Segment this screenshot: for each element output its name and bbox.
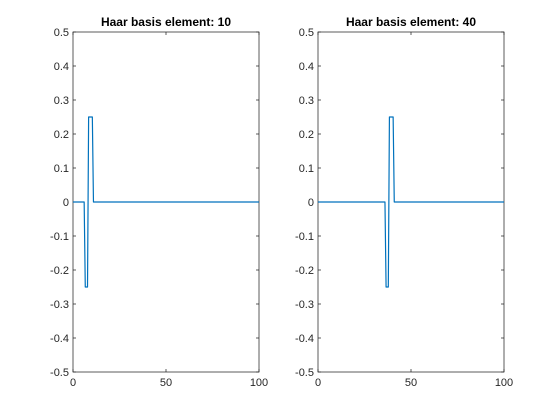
plot-title: Haar basis element: 10 <box>101 15 231 29</box>
y-tick-label: 0.4 <box>54 61 69 73</box>
y-tick-label: -0.3 <box>295 299 314 311</box>
x-tick-label: 0 <box>70 377 76 389</box>
y-tick-label: 0.4 <box>299 61 314 73</box>
y-tick-label: 0.2 <box>299 129 314 141</box>
y-tick-label: -0.1 <box>295 231 314 243</box>
series-line <box>318 116 504 288</box>
y-tick-label: -0.2 <box>295 265 314 277</box>
y-tick-label: -0.2 <box>50 265 69 277</box>
y-tick-label: -0.4 <box>295 333 314 345</box>
y-tick-label: -0.3 <box>50 299 69 311</box>
subplot-left: Haar basis element: 10 -0.5 -0.4 -0.3 -0.2 -… <box>50 15 268 389</box>
y-tick-label: 0.5 <box>299 27 314 39</box>
x-tick-label: 50 <box>405 377 417 389</box>
y-tick-label: -0.5 <box>50 367 69 379</box>
x-tick-label: 0 <box>315 377 321 389</box>
series-line <box>73 116 259 288</box>
y-tick-label: -0.5 <box>295 367 314 379</box>
x-tick-label: 100 <box>250 377 268 389</box>
x-tick-label: 50 <box>160 377 172 389</box>
y-tick-label: 0.5 <box>54 27 69 39</box>
y-tick-label: -0.1 <box>50 231 69 243</box>
subplot-right: Haar basis element: 40 -0.5 -0.4 -0.3 -0.2 -… <box>295 15 513 389</box>
y-tick-label: 0.3 <box>54 95 69 107</box>
y-tick-label: 0.3 <box>299 95 314 107</box>
y-tick-label: 0 <box>63 197 69 209</box>
y-tick-label: 0 <box>308 197 314 209</box>
y-tick-label: -0.4 <box>50 333 69 345</box>
y-tick-label: 0.1 <box>54 163 69 175</box>
y-tick-label: 0.2 <box>54 129 69 141</box>
x-tick-label: 100 <box>495 377 513 389</box>
plot-title: Haar basis element: 40 <box>346 15 476 29</box>
y-tick-label: 0.1 <box>299 163 314 175</box>
